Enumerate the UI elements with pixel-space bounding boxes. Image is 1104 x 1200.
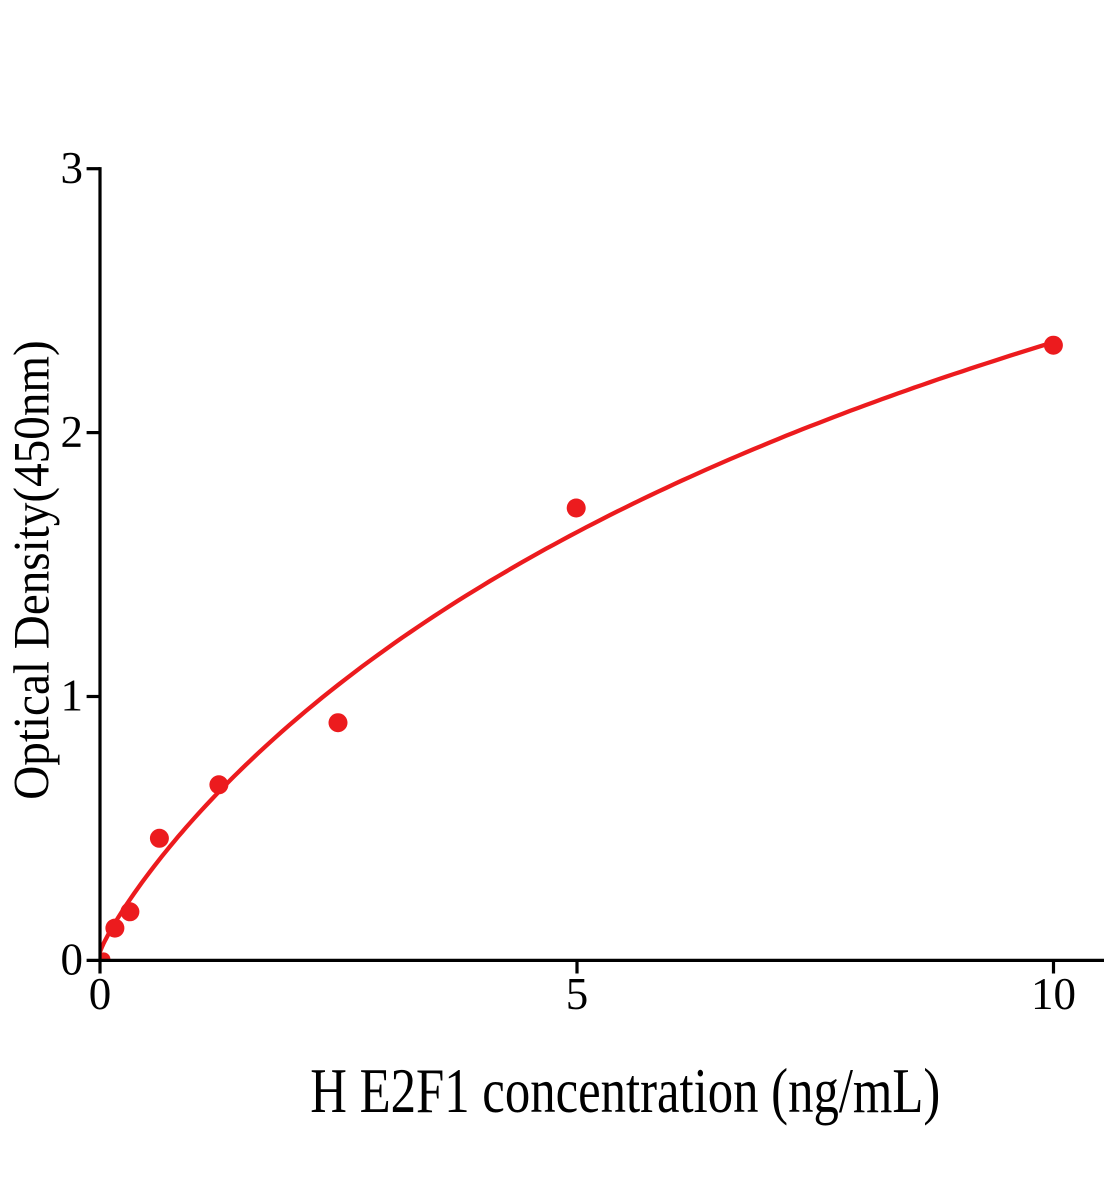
svg-text:Optical Density(450nm): Optical Density(450nm) bbox=[5, 340, 61, 800]
svg-text:5: 5 bbox=[566, 969, 589, 1019]
svg-text:0: 0 bbox=[61, 935, 84, 985]
svg-text:0: 0 bbox=[89, 969, 112, 1019]
svg-text:H E2F1 concentration (ng/mL): H E2F1 concentration (ng/mL) bbox=[310, 1056, 940, 1126]
svg-text:3: 3 bbox=[61, 143, 84, 193]
svg-text:2: 2 bbox=[61, 407, 84, 457]
svg-text:1: 1 bbox=[61, 671, 84, 721]
svg-text:10: 10 bbox=[1031, 969, 1076, 1019]
